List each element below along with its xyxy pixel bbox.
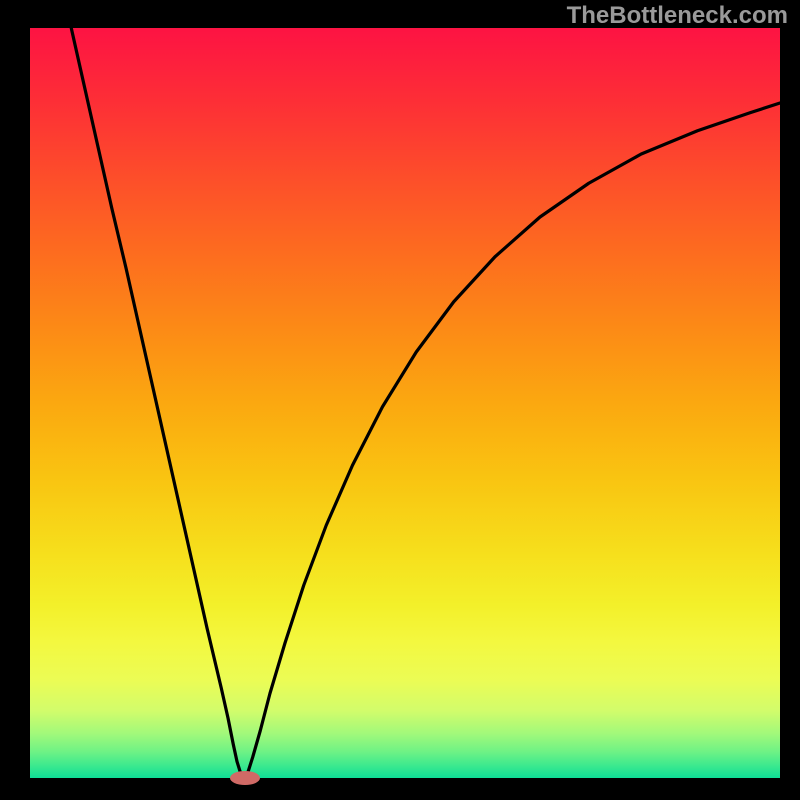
chart-container: TheBottleneck.com	[0, 0, 800, 800]
chart-svg	[0, 0, 800, 800]
watermark-text: TheBottleneck.com	[567, 2, 788, 30]
plot-background	[30, 28, 780, 778]
optimal-point-marker	[230, 771, 260, 785]
